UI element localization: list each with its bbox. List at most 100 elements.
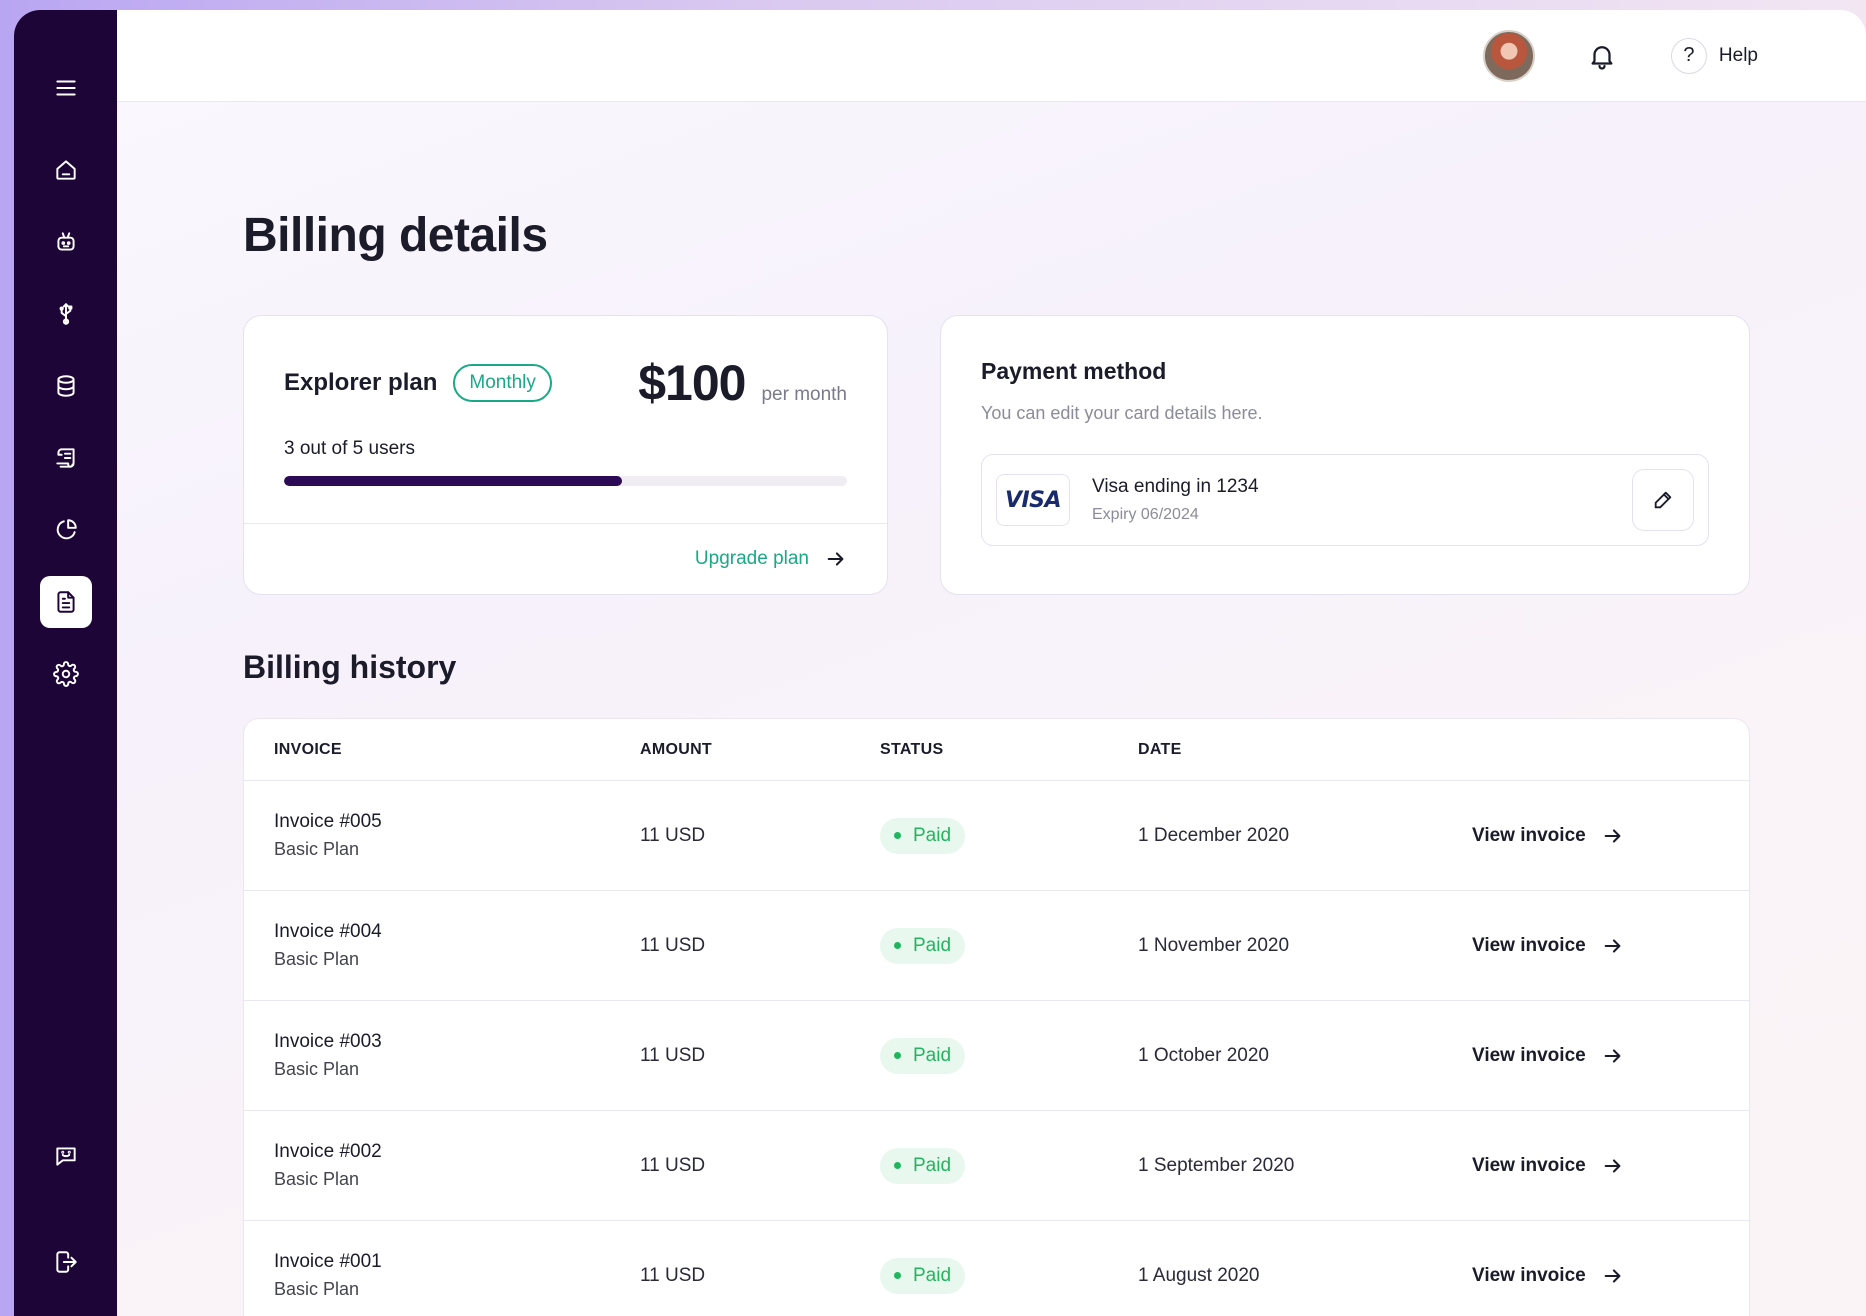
invoice-date: 1 November 2020 — [1138, 934, 1290, 956]
card-expiry: Expiry 06/2024 — [1092, 506, 1199, 523]
sidebar-item-database[interactable] — [40, 360, 92, 412]
status-label: Paid — [913, 934, 952, 956]
view-invoice-label: View invoice — [1472, 824, 1586, 846]
arrow-right-icon — [1604, 1158, 1621, 1173]
summary-cards: Explorer plan Monthly $100 per month 3 o… — [243, 315, 1866, 595]
pie-chart-icon — [56, 519, 77, 540]
upgrade-plan-button[interactable]: Upgrade plan — [695, 548, 847, 570]
sidebar — [14, 10, 117, 1316]
logout-icon — [55, 1251, 77, 1273]
home-icon — [55, 160, 76, 180]
invoice-plan: Basic Plan — [274, 1169, 360, 1189]
action-cell: View invoice — [1472, 1265, 1749, 1287]
status-badge: Paid — [880, 1257, 966, 1294]
users-progress-fill — [284, 476, 622, 486]
visa-logo: VISA — [996, 474, 1070, 526]
billing-period-badge: Monthly — [453, 364, 552, 402]
sidebar-item-bots[interactable] — [40, 216, 92, 268]
help-button[interactable]: ? Help — [1670, 37, 1758, 74]
invoice-number: Invoice #005 — [274, 811, 382, 832]
upgrade-plan-label: Upgrade plan — [694, 548, 809, 569]
price-period: per month — [761, 384, 847, 405]
sidebar-item-integrations[interactable] — [40, 288, 92, 340]
invoice-cell: Invoice #001 Basic Plan — [244, 1251, 640, 1300]
sidebar-item-settings[interactable] — [40, 648, 92, 700]
status-dot-icon — [894, 942, 901, 949]
app-window: ? Help Billing details Explorer plan Mon… — [14, 10, 1866, 1316]
gear-icon — [52, 661, 79, 687]
arrow-right-icon — [827, 552, 844, 566]
column-date: DATE — [1138, 740, 1182, 758]
view-invoice-link[interactable]: View invoice — [1472, 1045, 1624, 1067]
status-badge: Paid — [880, 927, 966, 964]
notifications-button[interactable] — [1587, 41, 1617, 71]
question-icon: ? — [1670, 37, 1707, 74]
status-dot-icon — [894, 1272, 901, 1279]
billing-history-table: INVOICE AMOUNT STATUS DATE Invoice #005 … — [243, 718, 1750, 1316]
status-dot-icon — [894, 1162, 901, 1169]
invoice-number: Invoice #001 — [274, 1251, 382, 1272]
sidebar-item-logout[interactable] — [40, 1236, 92, 1288]
invoice-plan: Basic Plan — [274, 1059, 360, 1079]
invoice-cell: Invoice #002 Basic Plan — [244, 1141, 640, 1190]
plan-card: Explorer plan Monthly $100 per month 3 o… — [243, 315, 888, 595]
table-row: Invoice #005 Basic Plan 11 USD Paid 1 De… — [244, 781, 1749, 891]
sidebar-item-feedback[interactable] — [40, 1130, 92, 1182]
column-amount: AMOUNT — [640, 740, 713, 758]
invoice-plan: Basic Plan — [274, 839, 360, 859]
page-content: Billing details Explorer plan Monthly $1… — [117, 208, 1866, 1316]
status-label: Paid — [913, 1264, 952, 1286]
avatar[interactable] — [1482, 29, 1535, 82]
view-invoice-link[interactable]: View invoice — [1472, 825, 1624, 847]
invoice-cell: Invoice #004 Basic Plan — [244, 921, 640, 970]
invoice-amount: 11 USD — [640, 1154, 706, 1176]
plan-name: Explorer plan — [284, 369, 438, 396]
status-badge: Paid — [880, 817, 966, 854]
view-invoice-link[interactable]: View invoice — [1472, 1155, 1624, 1177]
plan-card-body: Explorer plan Monthly $100 per month 3 o… — [244, 316, 887, 524]
invoice-number: Invoice #004 — [274, 921, 382, 942]
status-badge: Paid — [880, 1147, 966, 1184]
status-cell: Paid — [880, 817, 1138, 854]
table-row: Invoice #001 Basic Plan 11 USD Paid 1 Au… — [244, 1221, 1749, 1316]
main-area: ? Help Billing details Explorer plan Mon… — [117, 10, 1866, 1316]
invoice-number: Invoice #003 — [274, 1031, 382, 1052]
invoice-date: 1 September 2020 — [1138, 1154, 1295, 1176]
table-header: INVOICE AMOUNT STATUS DATE — [244, 719, 1749, 781]
action-cell: View invoice — [1472, 935, 1749, 957]
payment-method-card: Payment method You can edit your card de… — [940, 315, 1750, 595]
view-invoice-link[interactable]: View invoice — [1472, 935, 1624, 957]
plan-price: $100 per month — [638, 354, 847, 412]
document-icon — [56, 591, 75, 613]
sidebar-item-analytics[interactable] — [40, 504, 92, 556]
view-invoice-label: View invoice — [1472, 934, 1586, 956]
invoice-plan: Basic Plan — [274, 1279, 360, 1299]
invoice-number: Invoice #002 — [274, 1141, 382, 1162]
sidebar-item-reports[interactable] — [40, 432, 92, 484]
invoice-date: 1 October 2020 — [1138, 1044, 1269, 1066]
invoice-amount: 11 USD — [640, 934, 706, 956]
invoice-amount: 11 USD — [640, 1264, 706, 1286]
action-cell: View invoice — [1472, 1045, 1749, 1067]
view-invoice-link[interactable]: View invoice — [1472, 1265, 1624, 1287]
sidebar-item-home[interactable] — [40, 144, 92, 196]
receipt-icon — [55, 448, 75, 468]
bell-icon — [1591, 45, 1613, 70]
menu-button[interactable] — [40, 62, 92, 114]
invoice-amount: 11 USD — [640, 1044, 706, 1066]
action-cell: View invoice — [1472, 1155, 1749, 1177]
edit-card-button[interactable] — [1632, 469, 1694, 531]
column-status: STATUS — [880, 740, 944, 758]
users-count: 3 out of 5 users — [284, 438, 415, 459]
status-cell: Paid — [880, 1257, 1138, 1294]
table-row: Invoice #002 Basic Plan 11 USD Paid 1 Se… — [244, 1111, 1749, 1221]
robot-icon — [56, 232, 75, 251]
sidebar-item-billing[interactable] — [39, 576, 92, 628]
action-cell: View invoice — [1472, 825, 1749, 847]
table-row: Invoice #004 Basic Plan 11 USD Paid 1 No… — [244, 891, 1749, 1001]
invoice-date: 1 August 2020 — [1138, 1264, 1260, 1286]
status-dot-icon — [894, 832, 901, 839]
menu-icon — [55, 80, 76, 96]
top-bar: ? Help — [117, 10, 1866, 102]
invoice-amount: 11 USD — [640, 824, 706, 846]
